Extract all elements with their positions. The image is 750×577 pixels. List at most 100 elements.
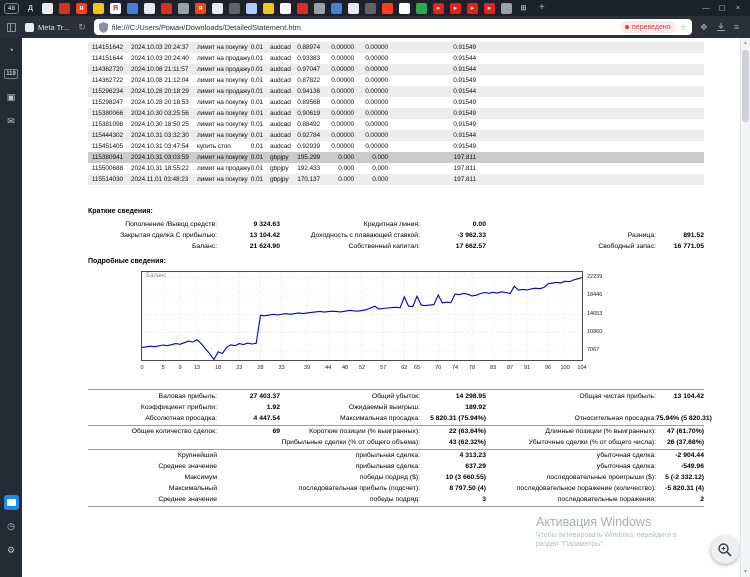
y-axis-label: 14653 — [587, 310, 603, 317]
trade-row[interactable]: 115500688 2024.10.31 18:55:22 лимит на про… — [88, 163, 704, 174]
trade-cell-price: 0.92939 — [297, 143, 320, 150]
tab-favicon[interactable] — [382, 2, 393, 14]
downloads-icon[interactable] — [716, 22, 726, 32]
tab-favicon[interactable]: ⊞ — [520, 4, 527, 12]
trade-row[interactable]: 115444302 2024.10.31 03:32:30 лимит на пок… — [88, 130, 704, 141]
tab-favicon[interactable]: ▸ — [484, 2, 495, 14]
tab-list-button[interactable]: 48 — [4, 2, 19, 14]
tab-favicon[interactable] — [42, 2, 53, 14]
trade-cell-fill — [482, 141, 704, 152]
protect-shield-icon[interactable] — [98, 21, 108, 33]
tab-favicon[interactable] — [297, 2, 308, 14]
stat-value: 3 — [482, 496, 486, 503]
trade-row[interactable]: 115298247 2024.10.28 20:18:53 лимит на пок… — [88, 97, 704, 108]
tab-favicon[interactable] — [59, 2, 70, 14]
tab-favicon[interactable]: ▸ — [467, 2, 478, 14]
trade-row[interactable]: 114151642 2024.10.03 20:24:37 лимит на пок… — [88, 42, 704, 53]
trade-row[interactable]: 114362722 2024.10.08 21:12:04 лимит на пок… — [88, 75, 704, 86]
scroll-up-arrow-icon[interactable]: ▲ — [743, 40, 748, 46]
blocked-counter-badge[interactable]: 119 — [4, 69, 18, 79]
details-title: Подробные сведения: — [88, 258, 166, 265]
bookmark-star-icon[interactable]: ☆ — [679, 22, 687, 32]
x-axis-label: 18 — [215, 365, 222, 371]
tab-favicon[interactable] — [280, 2, 291, 14]
summary-table: Пополнение /Вывод средств: 9 324.63 Кредит… — [88, 219, 704, 252]
trade-cell-sl: 0.00000 — [331, 121, 354, 128]
trade-cell-gap — [394, 152, 446, 163]
active-tab-title: Meta Tr... — [38, 22, 70, 32]
trade-cell-price: 0.89568 — [297, 99, 320, 106]
tab-favicon[interactable] — [212, 2, 223, 14]
tab-favicon[interactable] — [314, 2, 325, 14]
scroll-down-arrow-icon[interactable]: ▼ — [743, 569, 748, 575]
trade-cell-gap — [394, 86, 446, 97]
history-icon[interactable]: ◷ — [7, 521, 15, 531]
y-axis-label: 22239 — [587, 274, 603, 281]
mail-icon[interactable]: ✉ — [7, 116, 15, 126]
trade-row[interactable]: 114151644 2024.10.03 20:24:40 лимит на про… — [88, 53, 704, 64]
refresh-icon[interactable]: ↻ — [78, 22, 86, 32]
page-content: 114151642 2024.10.03 20:24:37 лимит на пок… — [22, 38, 740, 577]
close-button[interactable]: × — [735, 3, 741, 12]
tab-favicon[interactable]: ▸ — [450, 2, 461, 14]
trade-row[interactable]: 115380941 2024.10.31 03:03:59 лимит на пок… — [88, 152, 704, 163]
stat-label: последовательное поражение (количество): — [516, 485, 656, 492]
tab-favicon[interactable]: я — [76, 2, 87, 14]
active-tab[interactable]: Meta Tr... — [25, 22, 70, 32]
tab-favicon[interactable] — [348, 2, 359, 14]
tab-favicon[interactable]: Я — [110, 2, 121, 14]
trade-row[interactable]: 115451405 2024.10.31 03:47:54 купить стоп 0… — [88, 141, 704, 152]
trade-cell-price: 0.88492 — [297, 121, 320, 128]
tab-favicon[interactable] — [331, 2, 342, 14]
stat-value: 5 (-2 332.12) — [665, 474, 704, 481]
camera-icon[interactable]: ▣ — [6, 92, 16, 102]
tab-favicon[interactable] — [399, 2, 410, 14]
trade-row[interactable]: 115380066 2024.10.30 03:25:56 лимит на пок… — [88, 108, 704, 119]
trade-cell-time: 2024.10.28 20:18:53 — [131, 99, 189, 106]
tab-favicon[interactable]: я — [195, 2, 206, 14]
tab-favicon[interactable] — [178, 2, 189, 14]
trade-cell-sl: 0.000 — [338, 176, 354, 183]
tab-favicon[interactable] — [365, 2, 376, 14]
settings-icon[interactable]: ⚙ — [6, 545, 16, 555]
tab-favicon[interactable]: ▸ — [433, 2, 444, 14]
trade-cell-sl: 0.000 — [338, 154, 354, 161]
trade-cell-price2: 197.811 — [453, 165, 476, 172]
tab-favicon[interactable] — [161, 2, 172, 14]
trade-row[interactable]: 115296234 2024.10.28 20:18:29 лимит на про… — [88, 86, 704, 97]
stat-value — [217, 472, 280, 483]
tab-favicon[interactable] — [229, 2, 240, 14]
address-bar[interactable]: file:///C:/Users/Роман/Downloads/Detaile… — [93, 19, 692, 35]
tab-favicon[interactable] — [263, 2, 274, 14]
tab-favicon[interactable] — [93, 2, 104, 14]
tab-favicon[interactable] — [127, 2, 138, 14]
menu-icon[interactable]: ≡ — [733, 22, 740, 32]
extensions-icon[interactable]: ❖ — [699, 22, 708, 32]
tab-favicon[interactable]: Д — [28, 4, 33, 12]
trade-cell-ticket: 115381098 — [91, 121, 123, 128]
vertical-scrollbar[interactable]: ▲ ▼ — [740, 38, 750, 577]
translate-chip[interactable]: переведено — [620, 21, 676, 33]
new-tab-button[interactable]: + — [539, 2, 545, 13]
trade-cell-symbol: audcad — [270, 143, 291, 150]
tab-favicon[interactable] — [144, 2, 155, 14]
messenger-icon[interactable] — [3, 495, 19, 510]
assistant-icon[interactable]: ◔ — [8, 45, 14, 55]
trade-cell-fill — [482, 174, 704, 185]
sidebar-toggle-icon[interactable] — [7, 22, 16, 32]
trade-row[interactable]: 115514030 2024.11.01 03:48:23 лимит на пок… — [88, 174, 704, 185]
y-axis-label: 7067 — [587, 347, 600, 354]
watermark-line2: раздел "Параметры". — [536, 541, 605, 548]
tab-favicon[interactable] — [416, 2, 427, 14]
zoom-button[interactable] — [711, 536, 739, 564]
maximize-button[interactable]: ▢ — [718, 3, 726, 12]
stat-label: убыточная сделка: — [596, 463, 656, 470]
trade-row[interactable]: 115381098 2024.10.30 18:50:25 лимит на пок… — [88, 119, 704, 130]
tab-favicon[interactable] — [246, 2, 257, 14]
url-text[interactable]: file:///C:/Users/Роман/Downloads/Detaile… — [111, 22, 301, 32]
trade-row[interactable]: 114362720 2024.10.08 21:11:57 лимит на про… — [88, 64, 704, 75]
x-axis-label: 91 — [523, 365, 531, 371]
minimize-button[interactable]: — — [702, 3, 710, 12]
tab-favicon[interactable] — [501, 2, 512, 14]
scrollbar-thumb[interactable] — [742, 50, 749, 122]
